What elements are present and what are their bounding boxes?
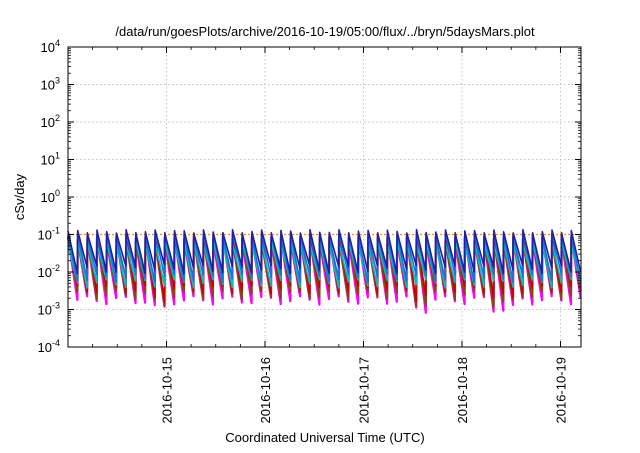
y-axis-label: cSv/day bbox=[12, 173, 27, 220]
x-tick-label: 2016-10-16 bbox=[258, 357, 273, 424]
y-tick-label: 10-2 bbox=[38, 263, 60, 280]
y-tick-label: 100 bbox=[41, 188, 60, 205]
plot-frame bbox=[67, 46, 582, 348]
axes bbox=[67, 46, 582, 348]
x-tick-label: 2016-10-15 bbox=[159, 357, 174, 424]
y-tick-label: 103 bbox=[41, 76, 60, 93]
y-tick-label: 10-4 bbox=[38, 338, 60, 355]
x-tick-label: 2016-10-18 bbox=[455, 357, 470, 424]
x-tick-labels: 2016-10-15 2016-10-16 2016-10-17 2016-10-18… bbox=[159, 357, 568, 424]
y-tick-label: 104 bbox=[41, 38, 60, 55]
x-tick-label: 2016-10-19 bbox=[553, 357, 568, 424]
y-tick-label: 10-3 bbox=[38, 301, 60, 318]
y-tick-label: 102 bbox=[41, 113, 60, 130]
y-tick-label: 101 bbox=[41, 151, 60, 168]
x-axis-label: Coordinated Universal Time (UTC) bbox=[225, 430, 424, 445]
series-layer bbox=[66, 228, 582, 314]
y-tick-label: 10-1 bbox=[38, 226, 60, 243]
chart-title: /data/run/goesPlots/archive/2016-10-19/0… bbox=[115, 24, 535, 39]
series-line bbox=[67, 228, 582, 275]
y-tick-labels: 10-4 10-3 10-2 10-1 100 101 102 103 104 bbox=[38, 38, 60, 355]
x-tick-label: 2016-10-17 bbox=[356, 357, 371, 424]
